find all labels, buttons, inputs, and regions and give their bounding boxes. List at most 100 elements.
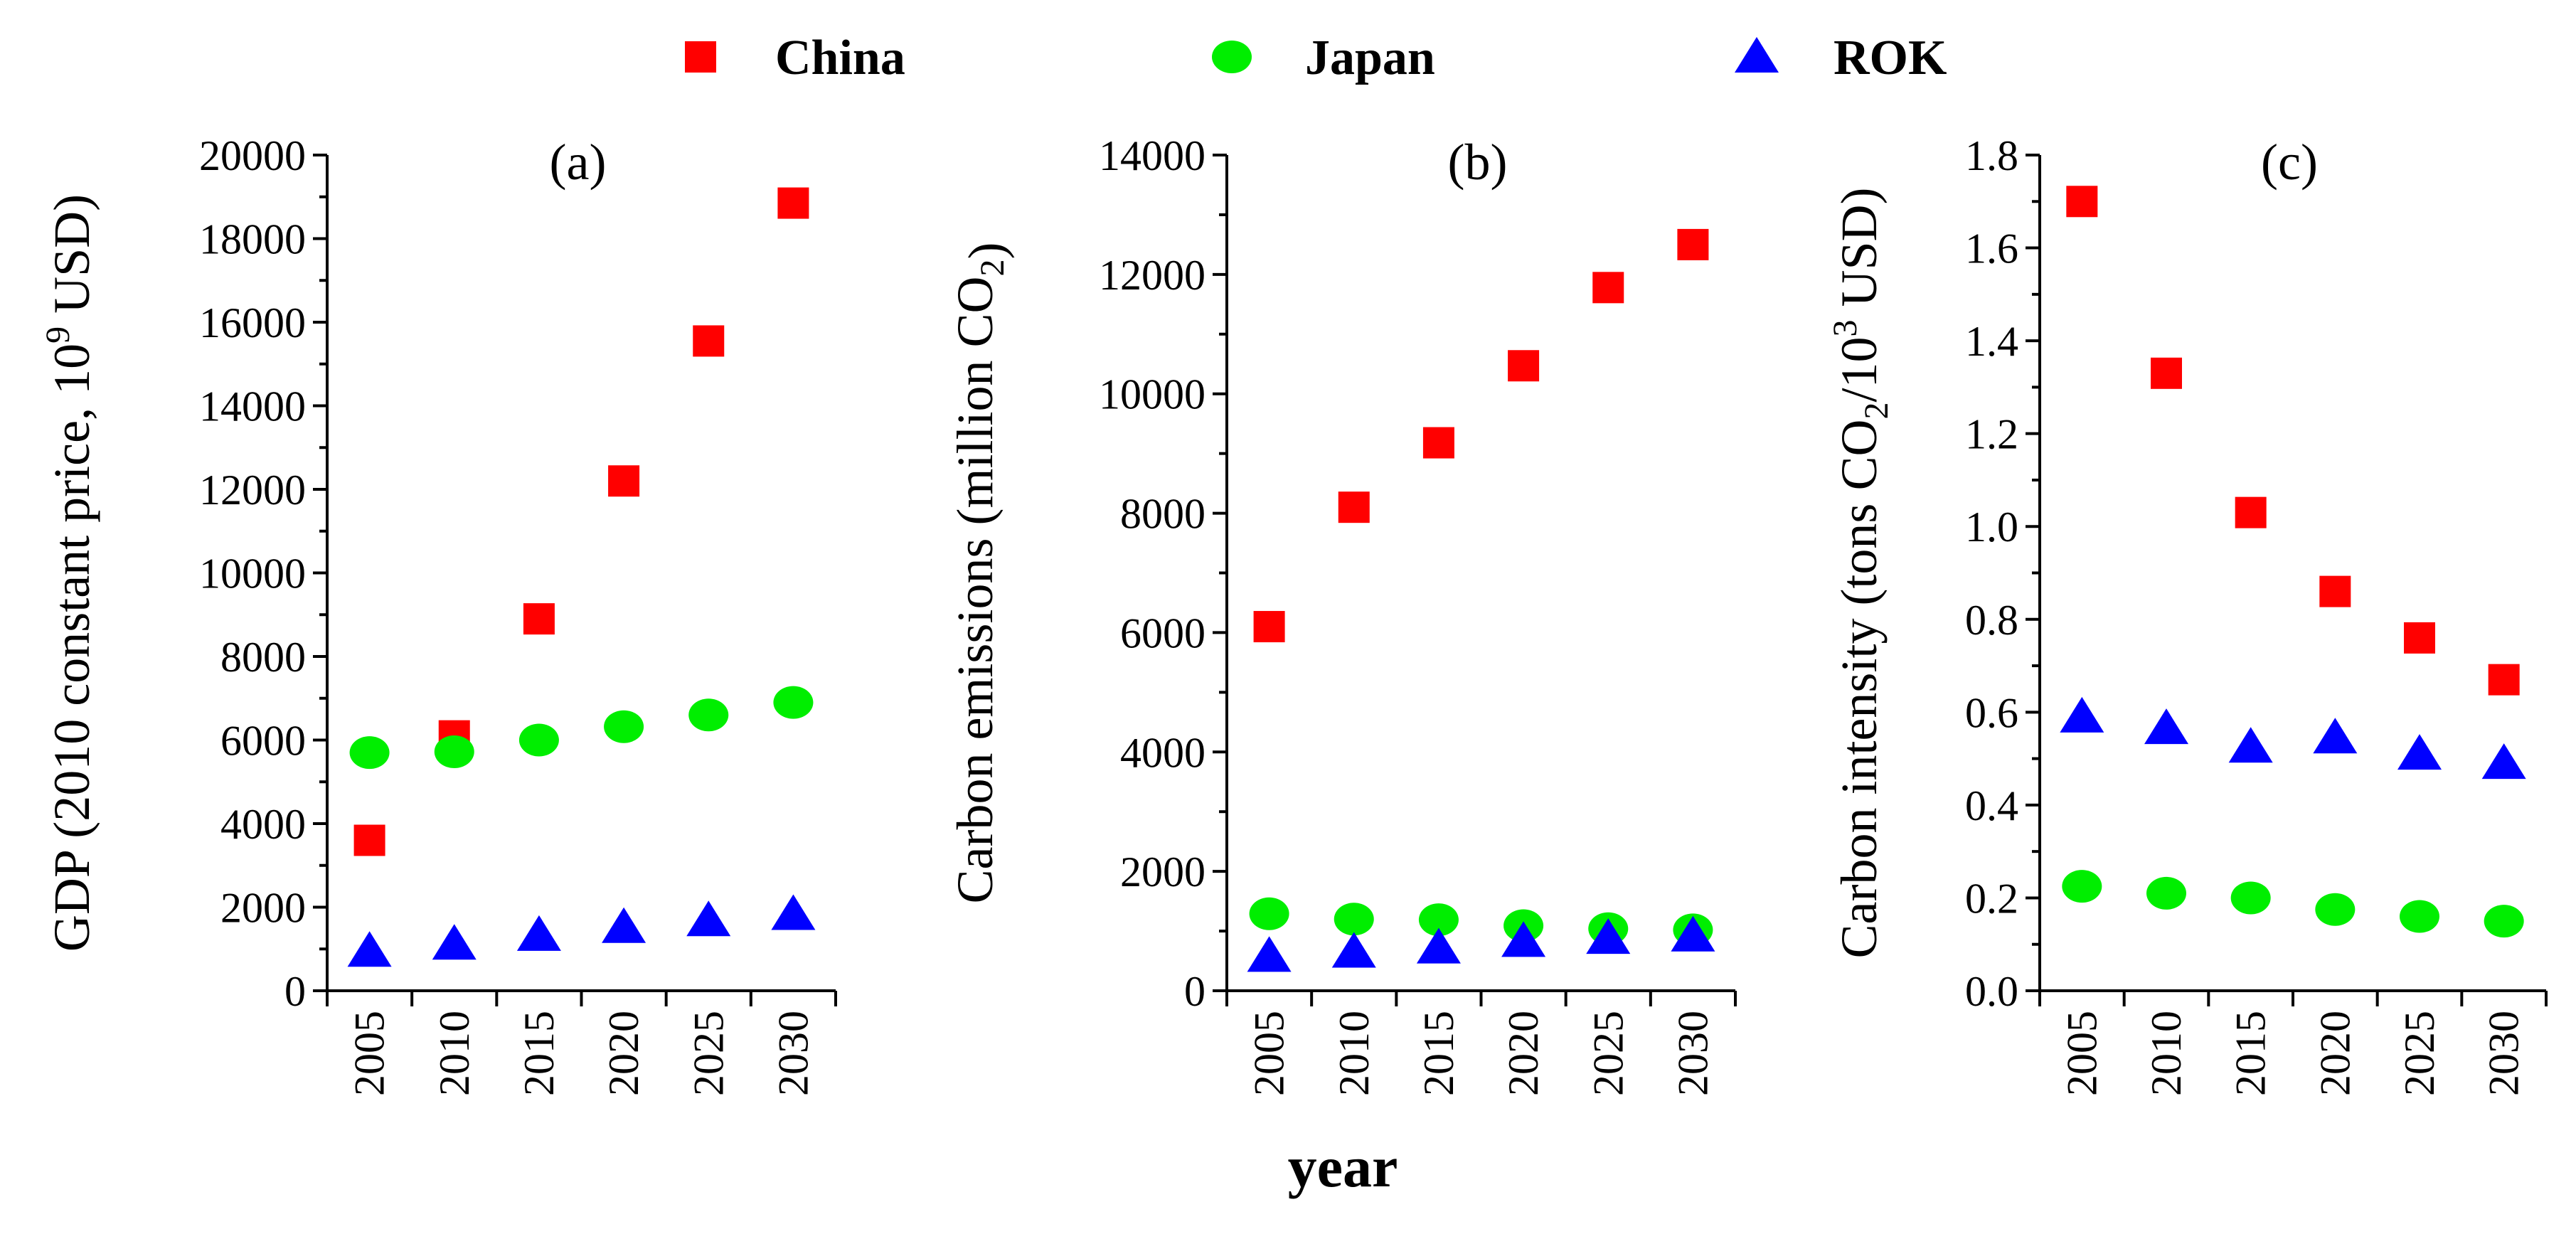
data-point-japan-2025 (688, 698, 729, 732)
data-point-rok-2025 (686, 900, 731, 937)
data-point-china-2005 (2066, 186, 2098, 218)
y-axis-title: Carbon intensity (tons CO2/103 USD) (1826, 188, 1895, 959)
x-tick-label: 2025 (1585, 1011, 1632, 1096)
series-rok (1247, 915, 1715, 972)
data-point-rok-2010 (2144, 708, 2188, 745)
y-tick-label: 8000 (1120, 491, 1205, 538)
data-point-china-2020 (1508, 350, 1540, 382)
series-japan (349, 686, 814, 770)
data-point-china-2010 (2151, 357, 2182, 389)
legend: China Japan ROK (685, 31, 1947, 85)
series-rok (347, 894, 816, 967)
data-point-china-2015 (1422, 427, 1454, 459)
y-axis-title-end: USD) (1831, 188, 1888, 320)
data-point-china-2010 (1338, 491, 1370, 523)
data-point-china-2020 (2319, 575, 2351, 607)
legend-item-rok: ROK (1735, 31, 1947, 85)
panel-label: (c) (2261, 134, 2318, 191)
y-axis-title-main: Carbon emissions (million CO (947, 276, 1004, 903)
data-point-japan-2010 (1334, 903, 1374, 936)
legend-label-rok: ROK (1833, 31, 1947, 85)
y-tick-label: 10000 (199, 550, 306, 597)
panel-label: (b) (1448, 134, 1508, 191)
data-point-rok-2025 (2397, 734, 2442, 770)
y-tick-label: 6000 (1120, 610, 1205, 656)
x-tick-label: 2010 (431, 1011, 478, 1096)
data-point-rok-2005 (2060, 696, 2104, 733)
x-tick-label: 2020 (2311, 1011, 2358, 1096)
legend-item-china: China (685, 31, 905, 85)
x-tick-label: 2030 (770, 1011, 816, 1096)
legend-label-china: China (775, 31, 905, 85)
x-tick-label: 2025 (685, 1011, 732, 1096)
x-tick-label: 2015 (516, 1011, 563, 1096)
data-point-china-2025 (2404, 622, 2435, 654)
series-china (2066, 186, 2520, 696)
y-tick-label: 1.2 (1965, 411, 2018, 458)
data-point-rok-2015 (1416, 927, 1461, 964)
data-point-japan-2020 (604, 710, 644, 743)
legend-item-japan: Japan (1212, 31, 1435, 85)
data-point-japan-2005 (349, 736, 390, 770)
data-point-japan-2010 (2146, 876, 2186, 910)
x-tick-label: 2010 (2143, 1011, 2190, 1096)
x-tick-label: 2030 (2481, 1011, 2528, 1096)
data-point-china-2020 (608, 465, 640, 497)
y-tick-label: 0.2 (1965, 875, 2018, 922)
y-tick-label: 0 (1184, 968, 1205, 1015)
x-tick-label: 2020 (1500, 1011, 1547, 1096)
data-point-rok-2030 (1671, 915, 1715, 952)
data-point-japan-2025 (2400, 900, 2439, 933)
series-china (1253, 228, 1709, 643)
y-tick-label: 14000 (1099, 132, 1205, 179)
x-tick-label: 2025 (2396, 1011, 2443, 1096)
data-point-rok-2010 (1331, 932, 1376, 968)
data-point-china-2030 (1677, 228, 1709, 260)
panel-label: (a) (550, 134, 607, 191)
data-point-japan-2020 (2315, 893, 2356, 926)
series-japan (2062, 870, 2524, 938)
data-point-japan-2030 (2484, 905, 2524, 938)
y-tick-label: 20000 (199, 132, 306, 179)
series-rok (2060, 696, 2526, 780)
chart-panel-1: 0 2000 4000 6000 8000 10000 12000 14000 16000 180… (39, 132, 837, 1096)
data-point-japan-2005 (1249, 897, 1289, 930)
y-tick-label: 2000 (220, 885, 306, 932)
data-point-china-2015 (523, 603, 555, 635)
y-tick-label: 2000 (1120, 849, 1205, 895)
legend-marker-japan (1212, 41, 1252, 73)
legend-label-japan: Japan (1305, 31, 1435, 85)
data-point-china-2005 (353, 824, 385, 856)
y-tick-label: 14000 (199, 383, 306, 430)
data-point-japan-2015 (518, 723, 559, 757)
y-tick-label: 10000 (1099, 371, 1205, 418)
y-tick-label: 0.6 (1965, 689, 2018, 736)
y-axis-title-end: USD) (43, 194, 100, 326)
data-point-japan-2005 (2062, 870, 2102, 903)
data-point-rok-2030 (771, 894, 816, 930)
legend-marker-rok (1735, 37, 1779, 73)
data-point-china-2015 (2235, 496, 2267, 528)
y-tick-label: 18000 (199, 216, 306, 263)
y-axis-title-superscript: 3 (1826, 320, 1864, 337)
y-axis-title-main: Carbon intensity (tons CO (1831, 420, 1888, 959)
data-point-china-2025 (693, 325, 725, 357)
y-axis-title: Carbon emissions (million CO2) (947, 243, 1015, 904)
data-point-china-2005 (1253, 611, 1285, 643)
legend-marker-china (685, 41, 716, 73)
chart-panel-2: 0 2000 4000 6000 8000 10000 12000 14000 2005 2010… (947, 132, 1737, 1096)
data-point-china-2025 (1592, 272, 1624, 304)
y-tick-label: 12000 (1099, 252, 1205, 299)
data-point-rok-2020 (2313, 718, 2358, 754)
y-tick-label: 1.8 (1965, 132, 2018, 179)
data-point-china-2030 (777, 187, 809, 219)
data-point-rok-2005 (1247, 936, 1292, 972)
y-tick-label: 16000 (199, 299, 306, 346)
y-axis-title-main: GDP (2010 constant price, 10 (43, 344, 100, 952)
y-tick-label: 12000 (199, 467, 306, 514)
x-tick-label: 2015 (2228, 1011, 2274, 1096)
y-tick-label: 0.8 (1965, 597, 2018, 644)
data-point-rok-2010 (432, 924, 477, 960)
x-tick-label: 2010 (1331, 1011, 1378, 1096)
y-tick-label: 4000 (220, 801, 306, 848)
